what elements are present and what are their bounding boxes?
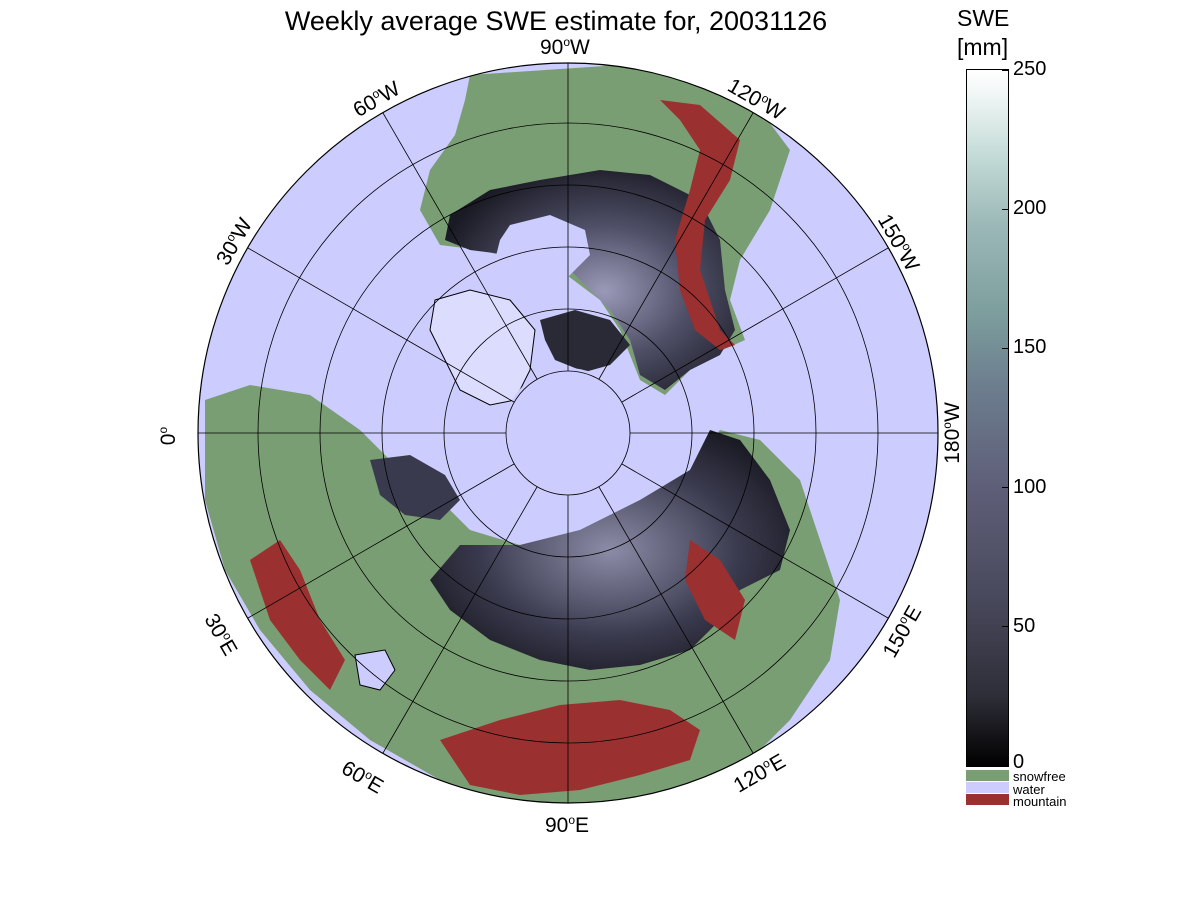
legend-label-mountain: mountain: [1013, 794, 1067, 809]
label-180w: 180oW: [939, 402, 964, 464]
arctic-ocean: [503, 368, 633, 498]
mountain-east-siberia: [685, 540, 745, 640]
colorbar-title: SWE [mm]: [957, 4, 1009, 62]
legend-swatch-snowfree: [966, 770, 1009, 781]
map-title: Weekly average SWE estimate for, 2003112…: [284, 6, 828, 36]
label-90w-deg: 90: [540, 36, 564, 59]
label-180w-dir: W: [940, 402, 964, 423]
colorbar-title-line1: SWE: [957, 5, 1010, 31]
legend-swatch-water: [966, 782, 1009, 793]
legend-swatch-mountain: [966, 794, 1009, 805]
swe-colorbar: [966, 69, 1009, 767]
tickmark-50: [1002, 626, 1008, 627]
tickmark-150: [1002, 348, 1008, 349]
colorbar-tick-0: 0: [1013, 751, 1025, 773]
canadian-archipelago: [540, 310, 630, 372]
label-180w-deg: 180: [940, 428, 964, 464]
hudson-bay: [495, 215, 590, 295]
tickmark-200: [1002, 209, 1008, 210]
label-90w: 90oW: [540, 35, 590, 59]
legend-label-water: water: [1013, 782, 1045, 797]
label-90e-dir: E: [575, 814, 590, 837]
mountain-central-asia: [440, 700, 700, 795]
mountain-alps: [250, 540, 345, 690]
meridian-lines: [198, 63, 938, 803]
map-frame: [197, 62, 939, 804]
colorbar-tick-100: 100: [1013, 476, 1047, 498]
label-90e-deg: 90: [545, 814, 569, 837]
colorbar-tick-200: 200: [1013, 197, 1047, 219]
colorbar-tick-50: 50: [1013, 615, 1036, 637]
scandinavia-snow: [370, 455, 460, 520]
colorbar-tick-150: 150: [1013, 336, 1047, 358]
label-90w-dir: W: [570, 36, 590, 59]
colorbar-title-line2: [mm]: [957, 34, 1009, 60]
label-0: 0o: [156, 426, 181, 446]
label-90e: 90oE: [545, 813, 590, 837]
caspian-sea: [354, 649, 396, 691]
colorbar-tick-250: 250: [1013, 58, 1047, 80]
legend-label-snowfree: snowfree: [1013, 769, 1066, 784]
tickmark-100: [1002, 487, 1008, 488]
tickmark-250: [1002, 70, 1008, 71]
label-0-deg: 0: [157, 433, 181, 446]
